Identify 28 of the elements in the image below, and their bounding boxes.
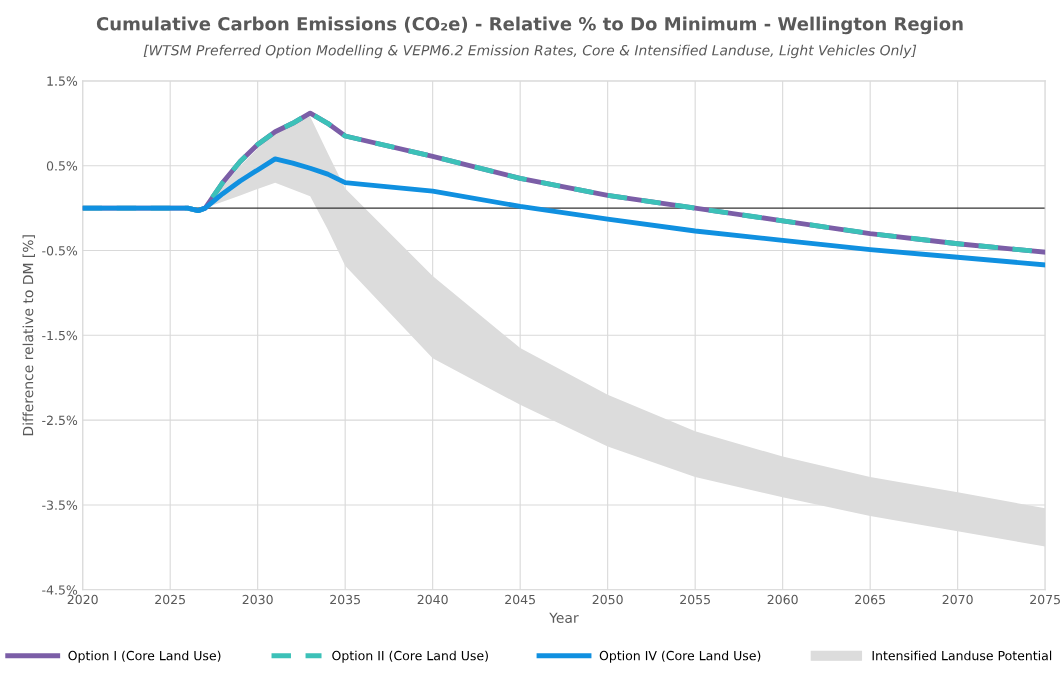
x-tick-label: 2050	[592, 594, 623, 605]
x-tick-label: 2045	[505, 594, 535, 605]
y-tick-label: -3.5%	[42, 500, 78, 510]
x-tick-label: 2025	[155, 594, 185, 605]
x-tick-label: 2070	[942, 594, 973, 605]
y-tick-label: 0.5%	[46, 161, 78, 171]
x-tick-label: 2075	[1030, 594, 1060, 605]
x-axis-title: Year	[549, 612, 579, 624]
x-tick-label: 2060	[767, 594, 798, 605]
legend-label: Option II (Core Land Use)	[332, 650, 488, 663]
x-tick-label: 2065	[855, 594, 885, 605]
y-tick-label: -0.5%	[42, 245, 78, 256]
y-tick-label: -2.5%	[42, 415, 78, 426]
legend-label: Option I (Core Land Use)	[68, 650, 221, 663]
x-tick-label: 2020	[67, 594, 98, 605]
chart-subtitle: [WTSM Preferred Option Modelling & VEPM6.2 Emission Rates, Core & Intensified Landuse, Light Vehicles Only]	[143, 44, 917, 59]
y-tick-label: 1.5%	[47, 76, 78, 86]
legend-label: Intensified Landuse Potential	[872, 650, 1052, 661]
y-tick-label: -4.5%	[42, 585, 78, 595]
y-axis-title: Difference relative to DM [%]	[22, 235, 35, 436]
line-series	[82, 156, 1046, 268]
legend-label: Option IV (Core Land Use)	[599, 650, 761, 663]
x-tick-label: 2035	[330, 594, 360, 605]
x-tick-label: 2030	[242, 594, 273, 605]
x-tick-label: 2040	[417, 594, 448, 605]
x-tick-label: 2055	[680, 594, 710, 605]
chart-title: Cumulative Carbon Emissions (CO₂e) - Relative % to Do Minimum - Wellington Region	[96, 16, 963, 35]
y-tick-label: -1.5%	[42, 330, 78, 341]
